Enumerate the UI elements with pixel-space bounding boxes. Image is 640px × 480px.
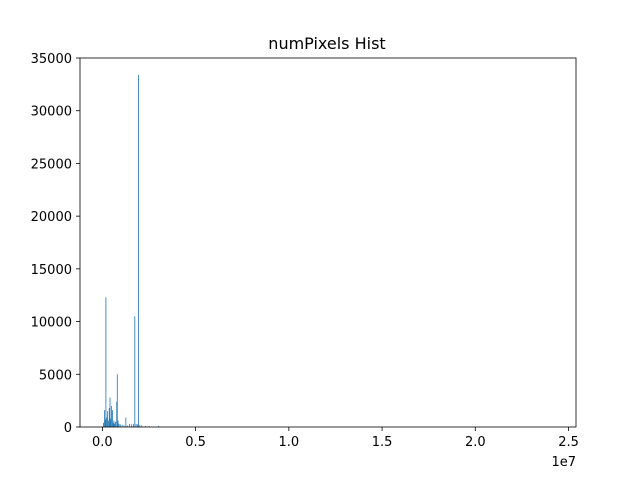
histogram-bar-22	[123, 425, 125, 427]
y-tick-label: 30000	[31, 105, 72, 120]
x-tick-label: 1.5	[372, 435, 393, 450]
histogram-bar-26	[131, 424, 132, 427]
histogram-bar-16	[116, 401, 118, 427]
histogram-bar-5	[107, 411, 108, 427]
histogram-bar-2	[104, 419, 106, 427]
histogram-bar-1	[104, 410, 105, 427]
histogram-bar-13	[113, 420, 115, 427]
histogram-bar-17	[116, 374, 118, 427]
axes-frame	[79, 57, 577, 428]
bars-layer	[103, 74, 159, 428]
x-tick-label: 2.0	[465, 435, 486, 450]
histogram-bar-33	[141, 425, 143, 427]
y-tick-label: 10000	[31, 316, 72, 331]
histogram-bar-34	[145, 425, 146, 427]
x-tick-label: 0.5	[185, 435, 206, 450]
histogram-bar-28	[134, 316, 136, 427]
histogram-bar-15	[115, 421, 117, 427]
histogram-bar-23	[125, 417, 127, 427]
histogram-bar-25	[129, 423, 130, 427]
x-tick-label: 0.0	[92, 435, 113, 450]
histogram-bar-21	[121, 424, 123, 427]
histogram-bar-8	[109, 397, 111, 427]
histogram-bar-18	[117, 420, 119, 427]
histogram-bar-36	[158, 425, 159, 427]
x-axis-offset-label: 1e7	[551, 455, 576, 470]
histogram-bar-11	[112, 410, 113, 427]
histogram-bar-30	[137, 424, 138, 427]
x-axis-ticks: 0.0 0.5 1.0 1.5 2.0 2.5	[92, 427, 579, 450]
x-tick-label: 2.5	[558, 435, 579, 450]
y-tick-label: 20000	[31, 210, 72, 225]
histogram-bar-29	[135, 423, 137, 427]
histogram-bar-19	[118, 423, 120, 427]
histogram-bar-3	[105, 297, 107, 427]
histogram-bar-27	[132, 423, 134, 427]
histogram-bar-7	[108, 408, 110, 427]
histogram-bar-14	[114, 423, 116, 427]
histogram-bar-10	[111, 405, 112, 427]
y-tick-label: 5000	[39, 368, 72, 383]
histogram-bar-31	[138, 74, 139, 428]
histogram-bar-35	[148, 426, 150, 427]
histogram-bar-6	[108, 420, 109, 427]
histogram-bar-12	[112, 422, 114, 427]
histogram-bar-32	[139, 424, 141, 427]
x-tick-label: 1.0	[278, 435, 299, 450]
histogram-bar-20	[119, 424, 121, 427]
y-axis-ticks: 0 5000 10000 15000 20000 25000 30000 35000	[31, 52, 80, 436]
y-tick-label: 25000	[31, 157, 72, 172]
y-tick-label: 15000	[31, 263, 72, 278]
y-tick-label: 35000	[31, 52, 72, 67]
histogram-bar-24	[127, 425, 129, 427]
histogram-bar-9	[110, 418, 112, 427]
y-tick-label: 0	[64, 421, 72, 436]
chart-title: numPixels Hist	[268, 34, 385, 53]
histogram-bar-0	[103, 422, 104, 427]
histogram-bar-4	[106, 417, 108, 427]
